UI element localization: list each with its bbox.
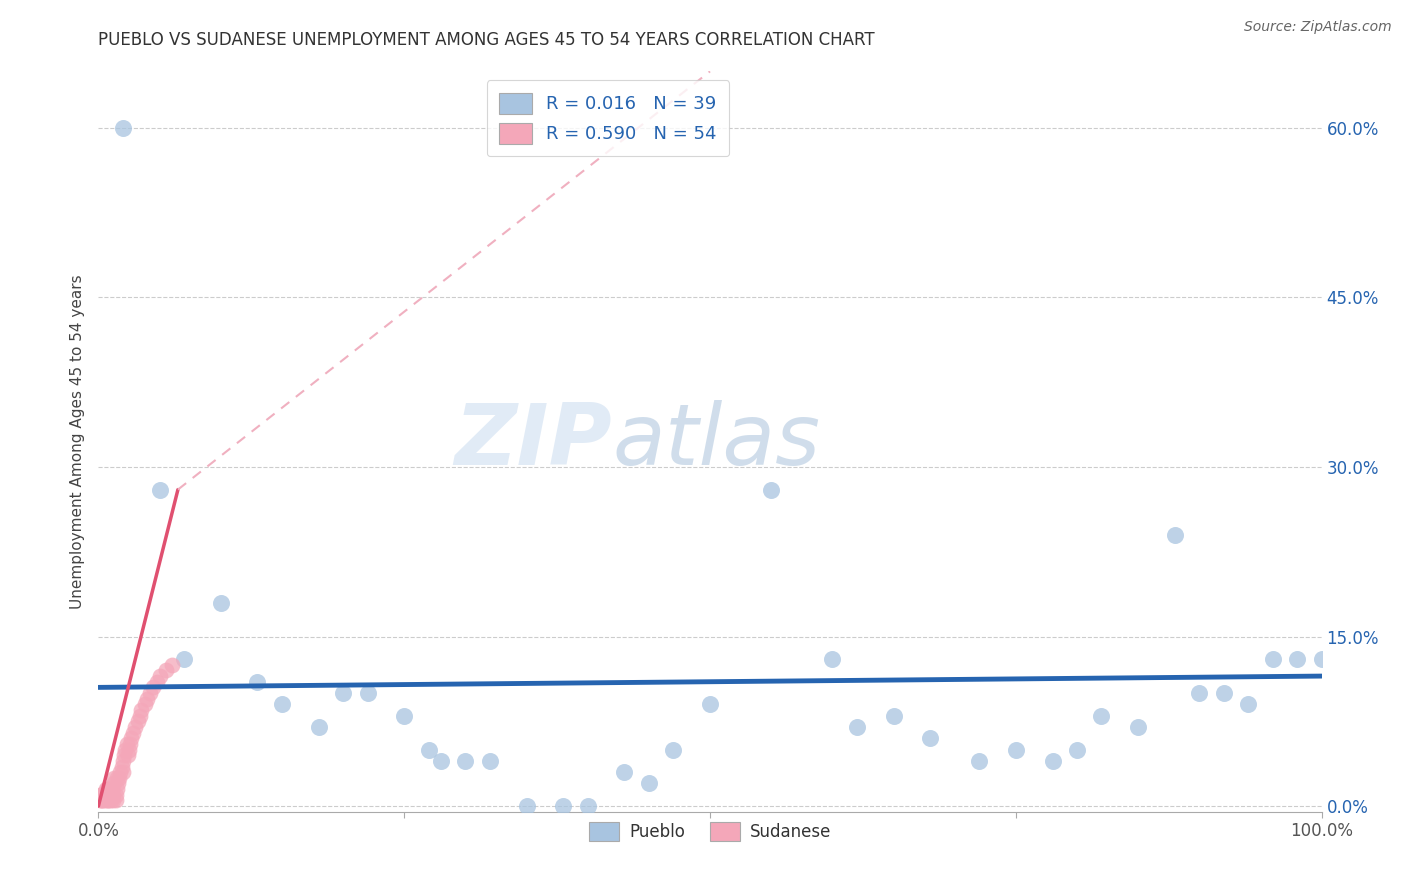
Point bbox=[1310, 652, 1333, 666]
Point bbox=[110, 765, 132, 780]
Point bbox=[120, 737, 142, 751]
Text: atlas: atlas bbox=[612, 400, 820, 483]
Point bbox=[553, 799, 575, 814]
Point bbox=[149, 669, 172, 683]
Text: ZIP: ZIP bbox=[454, 400, 612, 483]
Point bbox=[1212, 686, 1234, 700]
Point bbox=[920, 731, 942, 746]
Point bbox=[308, 720, 330, 734]
Point bbox=[96, 782, 118, 797]
Point bbox=[146, 674, 169, 689]
Point bbox=[149, 483, 172, 497]
Point bbox=[91, 788, 114, 802]
Point bbox=[111, 765, 134, 780]
Point bbox=[104, 793, 127, 807]
Point bbox=[103, 771, 125, 785]
Legend: Pueblo, Sudanese: Pueblo, Sudanese bbox=[582, 815, 838, 847]
Point bbox=[1090, 708, 1112, 723]
Point bbox=[114, 742, 136, 756]
Point bbox=[104, 788, 127, 802]
Point bbox=[761, 483, 783, 497]
Point bbox=[112, 748, 135, 763]
Point bbox=[967, 754, 990, 768]
Point bbox=[90, 793, 112, 807]
Point bbox=[105, 782, 128, 797]
Point bbox=[111, 754, 134, 768]
Point bbox=[1042, 754, 1064, 768]
Point bbox=[108, 771, 131, 785]
Point bbox=[124, 720, 146, 734]
Point bbox=[699, 698, 721, 712]
Point bbox=[1164, 528, 1187, 542]
Point bbox=[89, 788, 111, 802]
Text: PUEBLO VS SUDANESE UNEMPLOYMENT AMONG AGES 45 TO 54 YEARS CORRELATION CHART: PUEBLO VS SUDANESE UNEMPLOYMENT AMONG AG… bbox=[98, 31, 875, 49]
Point bbox=[883, 708, 905, 723]
Point bbox=[392, 708, 416, 723]
Point bbox=[134, 698, 156, 712]
Point bbox=[129, 708, 152, 723]
Point bbox=[209, 596, 232, 610]
Point bbox=[418, 742, 440, 756]
Point bbox=[100, 788, 122, 802]
Point bbox=[98, 793, 121, 807]
Point bbox=[91, 793, 114, 807]
Point bbox=[613, 765, 636, 780]
Point bbox=[91, 793, 114, 807]
Point bbox=[91, 788, 114, 802]
Point bbox=[101, 793, 124, 807]
Y-axis label: Unemployment Among Ages 45 to 54 years: Unemployment Among Ages 45 to 54 years bbox=[69, 274, 84, 609]
Point bbox=[155, 664, 177, 678]
Point bbox=[118, 742, 141, 756]
Point bbox=[136, 691, 159, 706]
Text: Source: ZipAtlas.com: Source: ZipAtlas.com bbox=[1244, 20, 1392, 34]
Point bbox=[845, 720, 868, 734]
Point bbox=[115, 737, 138, 751]
Point bbox=[270, 698, 294, 712]
Point bbox=[1004, 742, 1026, 756]
Point bbox=[1261, 652, 1284, 666]
Point bbox=[515, 799, 537, 814]
Point bbox=[478, 754, 501, 768]
Point bbox=[1066, 742, 1088, 756]
Point bbox=[576, 799, 599, 814]
Point bbox=[1128, 720, 1150, 734]
Point bbox=[139, 686, 162, 700]
Point bbox=[96, 793, 118, 807]
Point bbox=[101, 788, 124, 802]
Point bbox=[356, 686, 378, 700]
Point bbox=[111, 759, 134, 773]
Point bbox=[101, 788, 124, 802]
Point bbox=[94, 782, 117, 797]
Point bbox=[111, 120, 134, 135]
Point bbox=[142, 681, 165, 695]
Point bbox=[662, 742, 685, 756]
Point bbox=[821, 652, 844, 666]
Point bbox=[90, 788, 112, 802]
Point bbox=[120, 731, 142, 746]
Point bbox=[430, 754, 453, 768]
Point bbox=[129, 703, 152, 717]
Point bbox=[637, 776, 661, 790]
Point bbox=[97, 793, 120, 807]
Point bbox=[121, 725, 143, 739]
Point bbox=[101, 782, 124, 797]
Point bbox=[93, 793, 115, 807]
Point bbox=[117, 748, 139, 763]
Point bbox=[454, 754, 477, 768]
Point bbox=[1237, 698, 1260, 712]
Point bbox=[246, 674, 269, 689]
Point bbox=[100, 793, 122, 807]
Point bbox=[173, 652, 195, 666]
Point bbox=[97, 782, 120, 797]
Point bbox=[1286, 652, 1309, 666]
Point bbox=[103, 776, 125, 790]
Point bbox=[332, 686, 354, 700]
Point bbox=[89, 793, 111, 807]
Point bbox=[105, 771, 128, 785]
Point bbox=[94, 788, 117, 802]
Point bbox=[127, 714, 149, 729]
Point bbox=[1188, 686, 1211, 700]
Point bbox=[107, 776, 129, 790]
Point bbox=[160, 657, 183, 672]
